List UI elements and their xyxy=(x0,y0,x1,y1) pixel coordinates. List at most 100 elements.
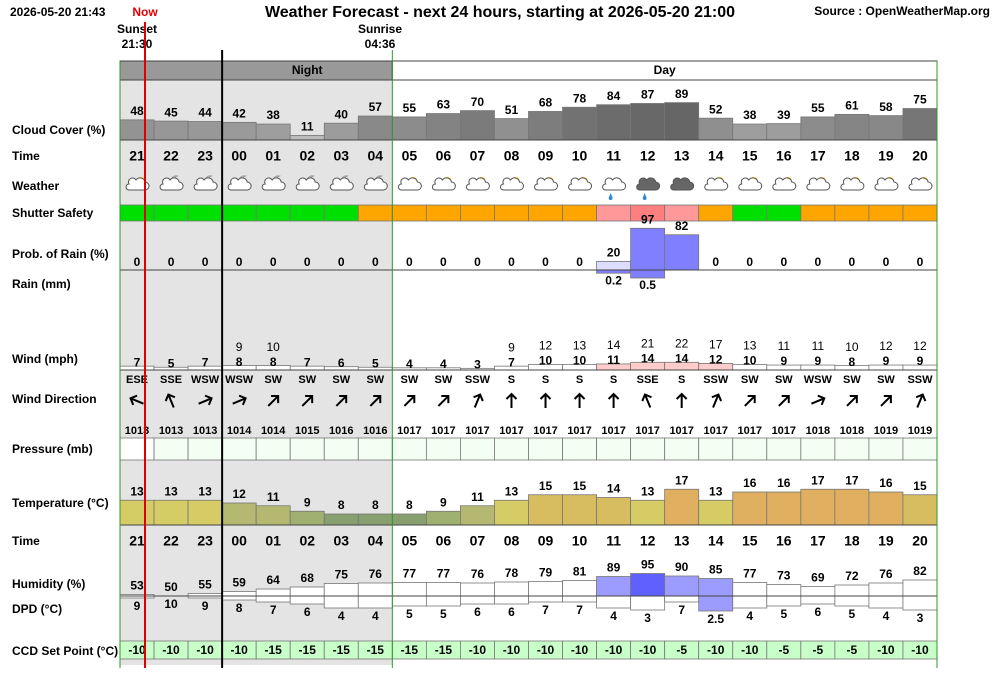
cloud-icon xyxy=(431,177,456,191)
temp-bar xyxy=(834,488,870,526)
dpd-bar xyxy=(868,595,904,609)
humidity-bar xyxy=(528,581,563,597)
dpd-value: 8 xyxy=(236,601,243,615)
cloud-value: 48 xyxy=(130,104,144,118)
wind-value: 4 xyxy=(440,357,447,371)
dpd-bar xyxy=(800,595,836,605)
ccd-value: -10 xyxy=(537,643,555,657)
rain-prob-value: 0 xyxy=(134,255,141,269)
humidity-value: 95 xyxy=(641,558,655,572)
pressure-value: 1017 xyxy=(738,425,762,437)
humidity-value: 77 xyxy=(403,567,417,581)
shutter-cell xyxy=(255,204,291,222)
gust-value: 9 xyxy=(236,340,243,354)
cloud-icon xyxy=(295,177,320,191)
shutter-cell xyxy=(834,204,870,222)
humidity-value: 59 xyxy=(232,576,246,590)
ccd-value: -10 xyxy=(605,643,623,657)
pressure-cell xyxy=(255,437,291,461)
cloud-icon xyxy=(738,177,763,191)
temp-value: 15 xyxy=(539,479,553,493)
dpd-bar xyxy=(630,595,666,611)
cloud-value: 63 xyxy=(437,98,451,112)
hour: 23 xyxy=(197,533,213,549)
temp-bar xyxy=(562,494,597,526)
wind-arrow xyxy=(880,395,892,407)
temp-bar xyxy=(153,499,189,526)
gust-value: 12 xyxy=(879,339,893,353)
wind-value: 11 xyxy=(607,353,620,367)
rain-prob-value: 0 xyxy=(883,255,890,269)
wind-value: 9 xyxy=(917,354,924,368)
dpd-value: 5 xyxy=(780,607,787,621)
temp-value: 8 xyxy=(372,498,379,512)
hour: 19 xyxy=(878,533,894,549)
wind-value: 7 xyxy=(134,355,141,369)
humidity-value: 55 xyxy=(198,578,212,592)
dpd-bar xyxy=(255,595,291,603)
humidity-value: 79 xyxy=(539,566,553,580)
rain-bar xyxy=(630,269,666,279)
drop xyxy=(642,193,647,200)
hour: 10 xyxy=(572,533,588,549)
now-label: Now xyxy=(132,5,158,19)
pressure-value: 1017 xyxy=(635,425,659,437)
temp-bar xyxy=(528,494,563,526)
temp-value: 16 xyxy=(777,476,791,490)
wind-dir: ESE xyxy=(126,374,148,386)
temp-value: 11 xyxy=(471,490,484,504)
hour: 03 xyxy=(333,533,349,549)
pressure-cell xyxy=(391,437,427,461)
ccd-value: -5 xyxy=(847,643,858,657)
wind-value: 12 xyxy=(709,353,723,367)
dpd-value: 3 xyxy=(644,611,651,625)
temp-value: 14 xyxy=(607,482,621,496)
dpd-bar xyxy=(357,595,393,609)
dpd-bar xyxy=(494,595,529,605)
cloud-bar xyxy=(289,134,325,141)
hour: 09 xyxy=(538,533,554,549)
dpd-bar xyxy=(698,595,734,612)
cloud-bar xyxy=(119,119,155,141)
wind-arrow xyxy=(573,392,586,408)
row-label: Temperature (°C) xyxy=(12,496,109,510)
cloud-value: 57 xyxy=(369,100,383,114)
hour: 03 xyxy=(333,148,349,164)
shutter-cell xyxy=(766,204,802,222)
gust-value: 13 xyxy=(573,339,587,353)
cloud-bar xyxy=(630,103,666,141)
cloud-value: 89 xyxy=(675,87,689,101)
rain-prob-value: 0 xyxy=(236,255,243,269)
cloud-icon xyxy=(908,177,933,191)
temp-value: 8 xyxy=(338,498,345,512)
wind-value: 14 xyxy=(641,351,655,365)
rain-prob-value: 0 xyxy=(270,255,277,269)
wind-arrow xyxy=(915,393,927,408)
wind-value: 5 xyxy=(372,356,379,370)
rain-prob-value: 0 xyxy=(542,255,549,269)
dpd-bar xyxy=(425,595,461,607)
shutter-cell xyxy=(187,204,223,222)
row-label: Prob. of Rain (%) xyxy=(12,247,109,261)
hour: 21 xyxy=(129,533,145,549)
wind-value: 9 xyxy=(815,354,822,368)
pressure-value: 1014 xyxy=(261,425,286,437)
hour: 23 xyxy=(197,148,213,164)
wind-arrow xyxy=(675,392,688,408)
hour: 17 xyxy=(810,533,826,549)
dpd-value: 5 xyxy=(440,607,447,621)
humidity-bar xyxy=(868,582,904,597)
pressure-cell xyxy=(834,437,870,461)
cloud-bar xyxy=(425,113,461,141)
temp-value: 9 xyxy=(440,495,447,509)
temp-bar xyxy=(766,491,802,526)
dpd-value: 6 xyxy=(474,605,481,619)
cloud-icon xyxy=(806,177,831,191)
pressure-value: 1017 xyxy=(601,425,625,437)
hour: 13 xyxy=(674,148,690,164)
hour: 14 xyxy=(708,148,724,164)
cloud-value: 45 xyxy=(164,105,178,119)
row-label: Time xyxy=(12,534,40,548)
wind-arrow xyxy=(437,395,450,407)
shutter-cell xyxy=(732,204,768,222)
